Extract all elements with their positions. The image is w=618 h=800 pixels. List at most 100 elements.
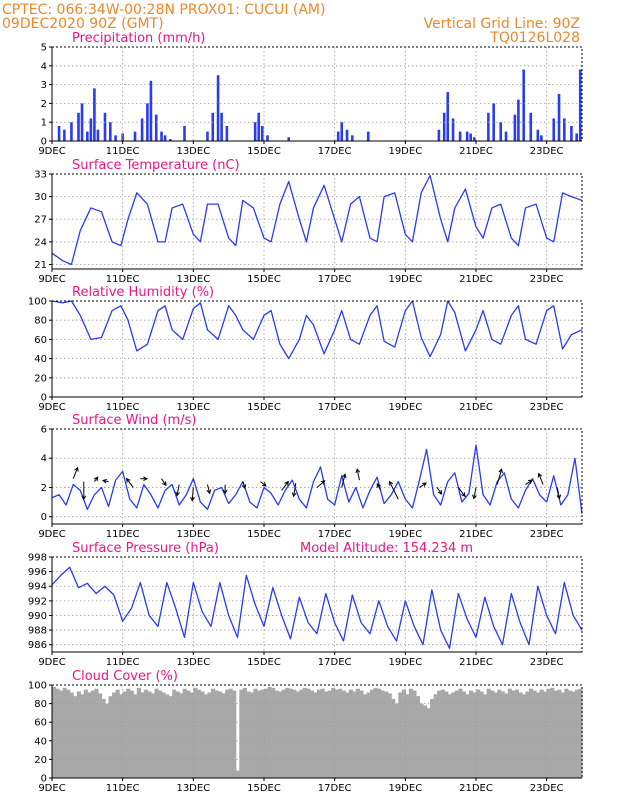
cloud-bar	[419, 703, 424, 778]
precip-bar	[578, 69, 582, 141]
cloud-bar	[239, 689, 244, 778]
cloud-bar	[97, 693, 103, 778]
cloud-bar	[440, 689, 445, 778]
cloud-bar	[391, 698, 396, 778]
pressure-panel: 986 988 990 992 994 996 998 9DEC 11DEC 13DEC 15DEC…	[28, 541, 583, 668]
precip-ytick-label: 5	[41, 43, 47, 54]
precip-bar	[340, 122, 344, 141]
cloud-xtick-label: 21DEC	[459, 783, 493, 794]
precip-bar	[499, 122, 503, 141]
pressure-xtick-label: 13DEC	[176, 657, 210, 668]
cloud-bar	[179, 693, 184, 778]
temp-title: Surface Temperature (nC)	[72, 158, 240, 173]
cloud-bar	[327, 690, 332, 778]
cloud-bar	[225, 689, 230, 778]
precip-bar	[563, 118, 566, 141]
cloud-bar	[299, 689, 304, 778]
cloud-bar	[150, 693, 156, 778]
precip-bar	[257, 112, 260, 141]
rh-frame	[51, 300, 583, 398]
cloud-bar	[483, 694, 488, 778]
wind-arrow	[457, 487, 466, 498]
precip-bar	[109, 122, 112, 141]
cloud-bar	[387, 693, 392, 778]
rh-ytick-label: 40	[34, 354, 47, 365]
precip-bar	[220, 112, 223, 141]
precip-bar	[89, 118, 93, 141]
temp-ytick-label: 24	[34, 237, 47, 248]
wind-arrow	[190, 487, 195, 502]
cloud-panel: 0 20 40 60 80 100 9DEC 11DEC 13DEC 15DEC 17DEC 19DE…	[28, 669, 583, 794]
pressure-xtick-label: 11DEC	[106, 657, 140, 668]
cloud-bar	[221, 693, 226, 778]
rh-ytick-label: 80	[34, 316, 47, 327]
precip-bar	[211, 112, 215, 141]
precip-bar	[160, 131, 163, 141]
precip-bar	[63, 129, 66, 141]
cloud-bar	[115, 689, 120, 778]
precip-xtick-label: 13DEC	[176, 146, 210, 157]
cloud-bar	[80, 694, 85, 778]
precip-bar	[114, 135, 117, 141]
cloud-bar	[73, 696, 78, 778]
precip-xtick-label: 21DEC	[459, 146, 493, 157]
precip-bar	[146, 103, 149, 141]
cloud-bar	[242, 687, 247, 778]
precip-ytick-label: 1	[41, 118, 47, 129]
cloud-xtick-label: 9DEC	[38, 783, 65, 794]
cloud-bar	[405, 694, 410, 778]
cloud-bar	[253, 688, 258, 778]
cloud-bar	[165, 694, 170, 778]
cloud-bar	[203, 694, 209, 778]
pressure-ytick-label: 998	[28, 553, 47, 564]
wind-arrow	[419, 482, 427, 488]
pressure-title: Surface Pressure (hPa)	[72, 541, 219, 556]
precip-bar	[451, 118, 455, 141]
cloud-bar	[264, 688, 269, 778]
cloud-bar	[362, 694, 368, 778]
pressure-xtick-label: 9DEC	[38, 657, 65, 668]
cloud-bar	[500, 691, 505, 778]
precip-bar	[96, 129, 100, 141]
cloud-ytick-label: 60	[34, 718, 47, 729]
pressure-annotation: Model Altitude: 154.234 m	[300, 541, 473, 556]
precip-ytick-label: 2	[41, 99, 47, 110]
temp-frame	[51, 173, 583, 270]
precip-bar	[557, 94, 561, 141]
header-station: CPTEC: 066:34W-00:28N PROX01: CUCUI (AM)	[2, 2, 325, 18]
cloud-bar	[182, 688, 187, 778]
cloud-bar	[571, 691, 576, 778]
rh-ytick-label: 20	[34, 373, 47, 384]
pressure-ytick-label: 990	[28, 611, 47, 622]
precip-bar	[517, 99, 520, 141]
rh-title: Relative Humidity (%)	[72, 285, 214, 300]
cloud-bar	[55, 688, 60, 778]
precip-bar	[458, 131, 462, 141]
cloud-bar	[461, 691, 466, 778]
wind-arrow	[472, 487, 477, 500]
precip-bar	[529, 112, 533, 141]
cloud-bar	[412, 690, 417, 778]
wind-panel: 0 2 4 6 9DEC 11DEC 13DEC 15DEC 17DEC 19DEC 21DEC 23…	[38, 413, 583, 540]
cloud-bar	[560, 692, 565, 778]
cloud-bar	[345, 692, 350, 778]
cloud-bar	[256, 690, 262, 778]
cloud-bar	[415, 696, 421, 778]
temp-ytick-label: 27	[34, 215, 47, 226]
wind-arrow	[537, 472, 544, 485]
precip-bar	[86, 131, 89, 141]
wind-arrow	[496, 468, 503, 485]
cloud-bar	[200, 691, 205, 778]
header: CPTEC: 066:34W-00:28N PROX01: CUCUI (AM)…	[2, 2, 580, 46]
rh-xtick-label: 21DEC	[459, 402, 493, 413]
wind-arrow	[81, 481, 87, 501]
cloud-bar	[158, 690, 163, 778]
precip-ytick-label: 3	[41, 80, 47, 91]
wind-arrow	[140, 476, 148, 482]
precip-bar	[487, 112, 490, 141]
wind-xtick-label: 11DEC	[106, 529, 140, 540]
cloud-bar	[521, 694, 527, 778]
cloud-bar	[334, 689, 339, 778]
precip-bar	[287, 137, 291, 141]
cloud-bar	[62, 687, 67, 778]
